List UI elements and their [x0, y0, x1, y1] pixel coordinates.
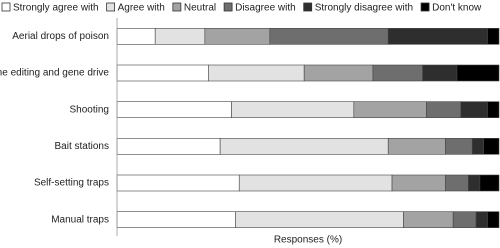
- legend-swatch: [1, 2, 11, 12]
- x-axis-label: Responses (%): [274, 235, 342, 246]
- bar-segment: [208, 64, 305, 82]
- bar-segment: [475, 211, 488, 228]
- bar-segment: [479, 174, 500, 192]
- bar-segment: [483, 138, 500, 155]
- y-tick-label: Manual traps: [51, 214, 109, 225]
- bar-segment: [456, 64, 500, 82]
- y-tick-label: Aerial drops of poison: [12, 31, 109, 42]
- bar-segment: [116, 28, 156, 45]
- bar-segment: [238, 174, 393, 192]
- bar-segment: [372, 64, 423, 82]
- bar-segment: [403, 211, 454, 228]
- legend-label: Disagree with: [235, 3, 296, 14]
- legend-swatch: [106, 2, 116, 12]
- bar-segment: [204, 28, 271, 45]
- bar-segment: [116, 64, 209, 82]
- legend-swatch: [303, 2, 313, 12]
- y-tick-label: Bait stations: [55, 141, 109, 152]
- bar-segment: [303, 64, 374, 82]
- bar-segment: [468, 174, 481, 192]
- bar-segment: [116, 174, 240, 192]
- legend-label: Strongly agree with: [13, 3, 99, 14]
- bar-segment: [426, 101, 462, 118]
- y-tick-label: Shooting: [70, 104, 109, 115]
- bar-segment: [445, 174, 469, 192]
- bar-segment: [269, 28, 389, 45]
- bar-segment: [116, 211, 236, 228]
- legend-label: Don't know: [432, 3, 482, 14]
- bar-segment: [116, 138, 221, 155]
- bar-segment: [487, 101, 500, 118]
- bar-segment: [387, 138, 446, 155]
- bar-segment: [231, 101, 355, 118]
- bar-segment: [387, 28, 488, 45]
- bar-segment: [471, 138, 485, 155]
- legend-label: Strongly disagree with: [315, 3, 413, 14]
- bar-segment: [219, 138, 389, 155]
- bar-segment: [460, 101, 488, 118]
- legend-swatch: [172, 2, 182, 12]
- bar-segment: [487, 211, 500, 228]
- bar-segment: [445, 138, 473, 155]
- bar-segment: [487, 28, 500, 45]
- y-tick-label: Gene editing and gene drive: [0, 68, 109, 79]
- legend-swatch: [420, 2, 430, 12]
- bar-segment: [422, 64, 458, 82]
- bar-segment: [391, 174, 446, 192]
- legend-label: Neutral: [184, 3, 216, 14]
- bar-segment: [116, 101, 232, 118]
- bar-segment: [235, 211, 404, 228]
- y-tick-label: Self-setting traps: [34, 178, 109, 189]
- legend-swatch: [223, 2, 233, 12]
- bar-segment: [154, 28, 206, 45]
- legend-label: Agree with: [118, 3, 165, 14]
- bar-segment: [353, 101, 427, 118]
- bar-segment: [452, 211, 477, 228]
